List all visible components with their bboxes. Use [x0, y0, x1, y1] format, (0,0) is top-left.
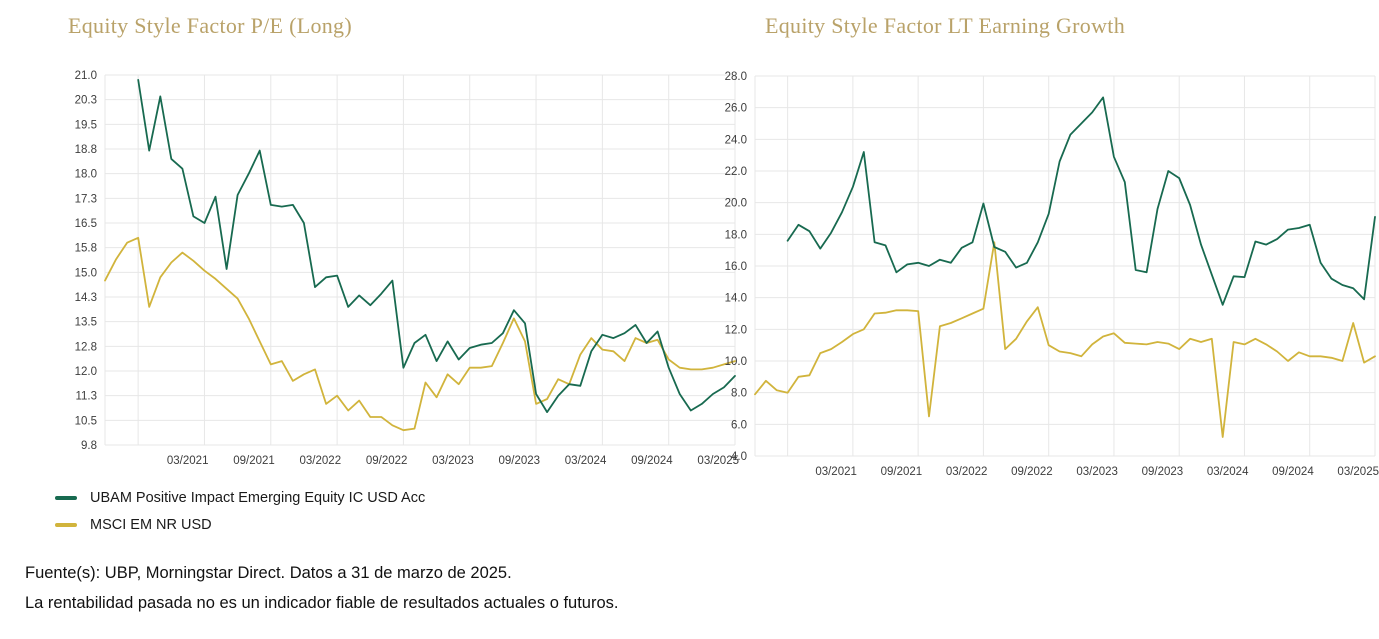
- x-tick-label: 03/2021: [815, 466, 857, 478]
- y-tick-label: 9.8: [81, 440, 97, 452]
- y-tick-label: 21.0: [75, 70, 97, 82]
- x-tick-label: 09/2021: [233, 455, 275, 467]
- pe-long-chart-svg: 21.0 20.3 19.5 18.8 18.0 17.3 16.5 15.8 15.0 14.3…: [75, 70, 739, 467]
- y-tick-label: 28.0: [725, 71, 747, 83]
- x-tick-label: 09/2023: [498, 455, 540, 467]
- y-tick-label: 16.5: [75, 218, 97, 230]
- chart-lt-earning-growth: 28.0 26.0 24.0 22.0 20.0 18.0 16.0 14.0 12.0 10.0…: [707, 61, 1379, 491]
- x-tick-label: 03/2023: [1076, 466, 1118, 478]
- chart-title-lt-earning-growth: Equity Style Factor LT Earning Growth: [765, 13, 1126, 38]
- y-tick-label: 26.0: [725, 103, 747, 115]
- y-tick-label: 18.0: [75, 169, 97, 181]
- y-tick-label: 18.8: [75, 144, 97, 156]
- y-tick-label: 19.5: [75, 119, 97, 131]
- legend: UBAM Positive Impact Emerging Equity IC …: [55, 484, 425, 538]
- fund-series-line: [137, 78, 736, 414]
- y-tick-label: 10.5: [75, 415, 97, 427]
- x-tick-label: 09/2021: [881, 466, 923, 478]
- legend-label-fund: UBAM Positive Impact Emerging Equity IC …: [90, 489, 426, 506]
- y-tick-label: 20.3: [75, 95, 97, 107]
- y-tick-label: 17.3: [75, 193, 97, 205]
- x-tick-label: 03/2025: [1337, 466, 1379, 478]
- fund-line-swatch-icon: [55, 495, 77, 500]
- y-tick-label: 14.3: [75, 292, 97, 304]
- y-tick-label: 6.0: [731, 419, 747, 431]
- y-tick-label: 15.8: [75, 243, 97, 255]
- x-tick-label: 09/2022: [366, 455, 408, 467]
- y-tick-label: 4.0: [731, 451, 747, 463]
- y-tick-label: 16.0: [725, 261, 747, 273]
- legend-item-fund: UBAM Positive Impact Emerging Equity IC …: [55, 484, 425, 511]
- y-tick-label: 13.5: [75, 317, 97, 329]
- x-tick-label: 03/2023: [432, 455, 474, 467]
- x-tick-label: 09/2024: [631, 455, 673, 467]
- x-tick-label: 03/2025: [697, 455, 739, 467]
- y-tick-label: 14.0: [725, 293, 747, 305]
- x-tick-label: 03/2022: [300, 455, 342, 467]
- y-tick-label: 12.0: [75, 366, 97, 378]
- y-tick-label: 18.0: [725, 229, 747, 241]
- y-tick-label: 11.3: [75, 391, 97, 403]
- y-tick-label: 12.8: [75, 341, 97, 353]
- chart-pe-long: 21.0 20.3 19.5 18.8 18.0 17.3 16.5 15.8 15.0 14.3…: [57, 61, 747, 491]
- y-tick-label: 24.0: [725, 134, 747, 146]
- x-tick-label: 03/2024: [565, 455, 607, 467]
- source-note: Fuente(s): UBP, Morningstar Direct. Dato…: [25, 564, 512, 582]
- y-tick-label: 8.0: [731, 388, 747, 400]
- x-tick-label: 03/2024: [1207, 466, 1249, 478]
- legend-item-benchmark: MSCI EM NR USD: [55, 511, 425, 538]
- chart-title-pe-long: Equity Style Factor P/E (Long): [68, 13, 352, 38]
- x-tick-label: 09/2024: [1272, 466, 1314, 478]
- x-tick-label: 03/2021: [167, 455, 209, 467]
- benchmark-series-line: [104, 236, 736, 432]
- lt-earning-growth-chart-svg: 28.0 26.0 24.0 22.0 20.0 18.0 16.0 14.0 12.0 10.0…: [725, 71, 1379, 478]
- disclaimer-note: La rentabilidad pasada no es un indicado…: [25, 594, 619, 612]
- fund-series-line: [786, 96, 1376, 306]
- x-tick-label: 03/2022: [946, 466, 988, 478]
- benchmark-line-swatch-icon: [55, 522, 77, 527]
- y-tick-label: 15.0: [75, 267, 97, 279]
- y-tick-label: 10.0: [725, 356, 747, 368]
- y-tick-label: 12.0: [725, 324, 747, 336]
- y-tick-label: 22.0: [725, 166, 747, 178]
- footer: Fuente(s): UBP, Morningstar Direct. Dato…: [25, 558, 618, 618]
- benchmark-series-line: [754, 241, 1376, 438]
- x-tick-label: 09/2023: [1142, 466, 1184, 478]
- legend-label-benchmark: MSCI EM NR USD: [90, 516, 212, 533]
- y-tick-label: 20.0: [725, 198, 747, 210]
- x-tick-label: 09/2022: [1011, 466, 1053, 478]
